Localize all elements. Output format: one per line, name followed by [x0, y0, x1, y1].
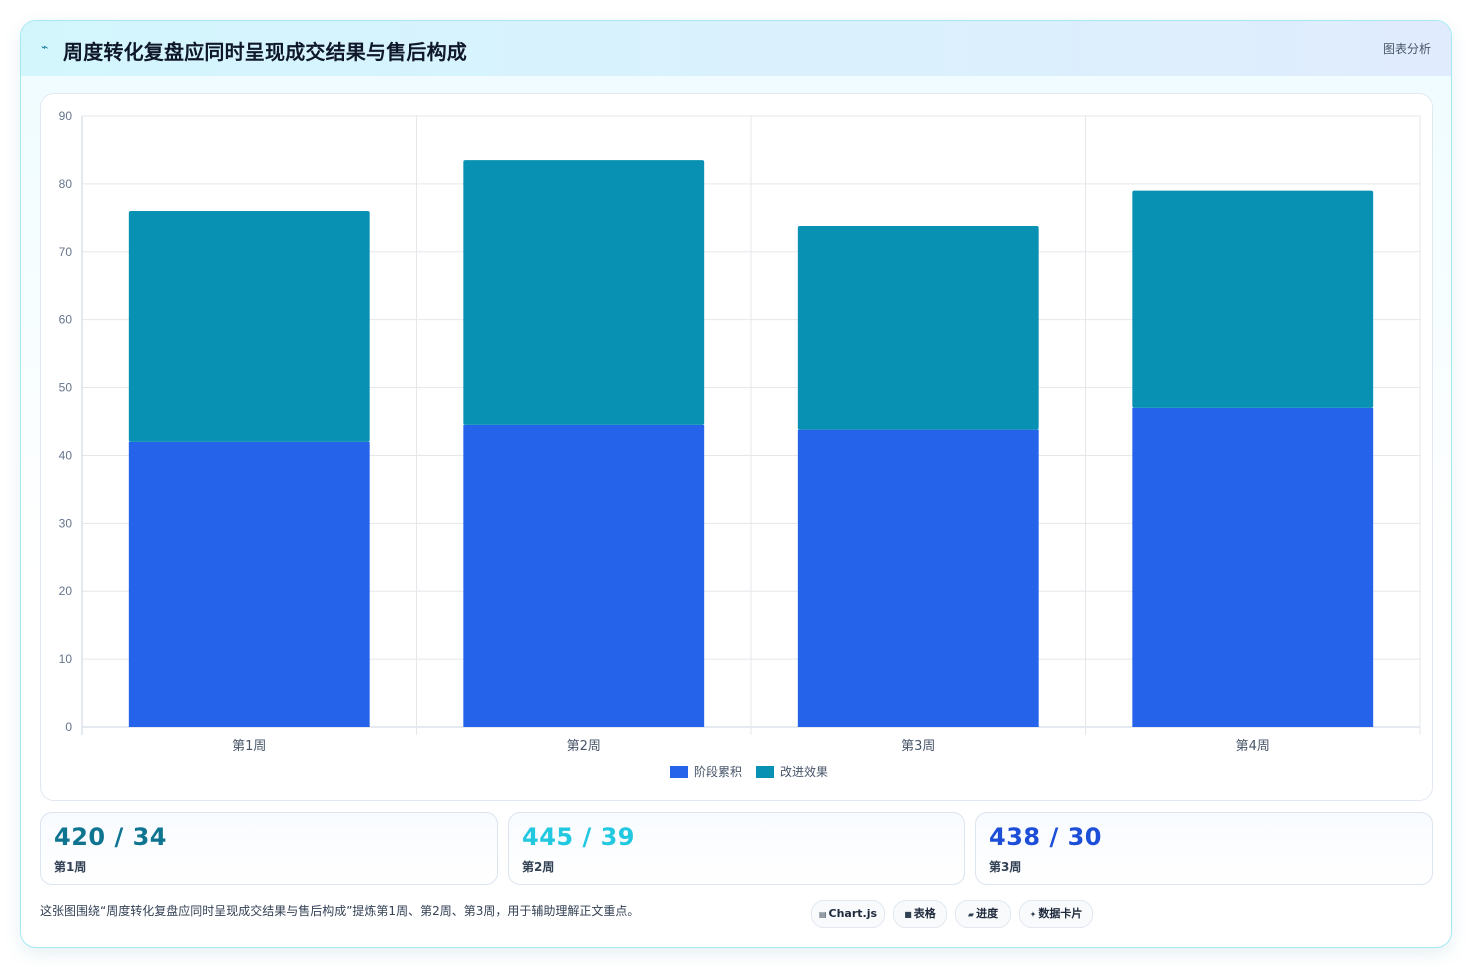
legend-swatch [756, 766, 774, 778]
y-tick-label: 0 [65, 720, 72, 734]
bar-segment[interactable] [128, 211, 370, 442]
stat-value: 445 / 39 [522, 823, 635, 851]
y-tick-label: 90 [59, 109, 73, 123]
table-icon: ■ [904, 910, 912, 919]
legend-swatch [670, 766, 688, 778]
y-tick-label: 70 [59, 245, 73, 259]
y-tick-label: 50 [59, 381, 73, 395]
stat-card-week2: 445 / 39 第2周 [508, 812, 965, 885]
tag-label: 进度 [976, 907, 999, 920]
bar-segment[interactable] [463, 424, 705, 727]
chart-panel: 0 10 20 30 40 50 60 70 80 90 第1周 第2周 第3周 第4周阶段累积 改进效果 [40, 93, 1433, 801]
stat-card-week1: 420 / 34 第1周 [40, 812, 498, 885]
tag-label: 数据卡片 [1038, 907, 1083, 920]
bar-segment[interactable] [797, 429, 1039, 727]
chart-card: ⌁ 周度转化复盘应同时呈现成交结果与售后构成 图表分析 0 10 20 30 40 50 6… [20, 20, 1452, 948]
sparkle-icon: ✦ [1029, 910, 1037, 919]
y-tick-label: 60 [59, 313, 73, 327]
tag-table[interactable]: ■ 表格 [893, 900, 947, 928]
bar-segment[interactable] [797, 225, 1039, 430]
bar-segment[interactable] [1132, 407, 1374, 727]
x-tick-label: 第1周 [232, 739, 266, 754]
stat-value: 420 / 34 [54, 823, 167, 851]
legend-label: 阶段累积 [694, 764, 742, 779]
tag-progress[interactable]: ▰ 进度 [955, 900, 1011, 928]
bar-segment[interactable] [463, 160, 705, 425]
y-tick-label: 20 [59, 584, 73, 598]
x-tick-label: 第4周 [1236, 739, 1270, 754]
y-tick-label: 40 [59, 448, 73, 462]
y-tick-label: 10 [59, 652, 73, 666]
chart-analysis-label: 图表分析 [1382, 42, 1431, 56]
trend-icon: ⌁ [41, 40, 49, 54]
stat-label: 第3周 [989, 860, 1022, 874]
x-tick-label: 第3周 [901, 739, 935, 754]
y-tick-label: 80 [59, 177, 73, 191]
tag-chartjs[interactable]: ▤ Chart.js [811, 900, 885, 928]
tag-data-card[interactable]: ✦ 数据卡片 [1019, 900, 1093, 928]
tag-label: Chart.js [828, 907, 878, 920]
stat-label: 第2周 [522, 860, 555, 874]
stat-label: 第1周 [54, 860, 87, 874]
progress-icon: ▰ [967, 910, 975, 919]
bar-segment[interactable] [128, 441, 370, 727]
card-header: ⌁ 周度转化复盘应同时呈现成交结果与售后构成 图表分析 [21, 21, 1451, 76]
chart-footnote: 这张图围绕“周度转化复盘应同时呈现成交结果与售后构成”提炼第1周、第2周、第3周… [40, 904, 640, 918]
stat-value: 438 / 30 [989, 823, 1102, 851]
y-tick-label: 30 [59, 516, 73, 530]
bar-segment[interactable] [1132, 190, 1374, 408]
x-tick-label: 第2周 [567, 739, 601, 754]
stat-card-week3: 438 / 30 第3周 [975, 812, 1433, 885]
legend-label: 改进效果 [780, 764, 828, 779]
tag-label: 表格 [913, 907, 936, 920]
card-title: 周度转化复盘应同时呈现成交结果与售后构成 [63, 40, 467, 64]
chart-icon: ▤ [818, 910, 827, 919]
